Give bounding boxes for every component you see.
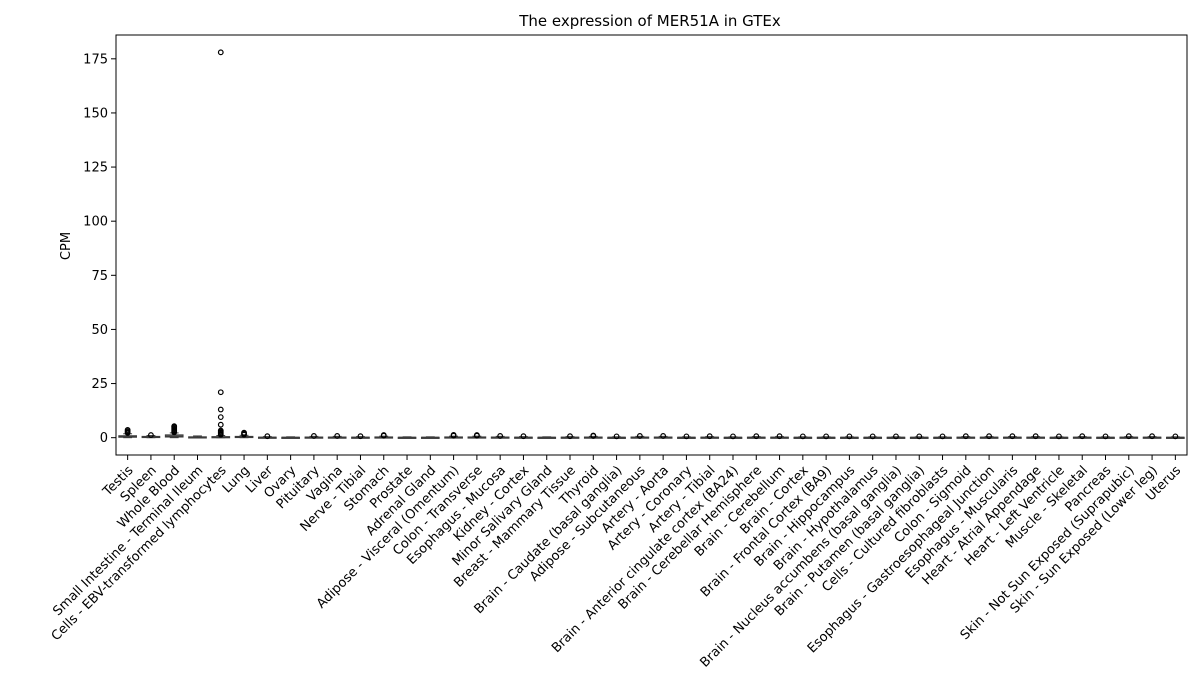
y-tick-label: 25 bbox=[91, 377, 108, 392]
outlier-point bbox=[124, 426, 131, 433]
outlier-point bbox=[567, 433, 573, 440]
outlier-point bbox=[636, 433, 643, 439]
outlier-point bbox=[473, 432, 480, 438]
outlier-point bbox=[264, 433, 271, 440]
outlier-point bbox=[1125, 433, 1132, 440]
outlier-point bbox=[986, 433, 992, 440]
outlier-point bbox=[1009, 433, 1016, 440]
outlier-point bbox=[753, 433, 760, 440]
outlier-point bbox=[380, 432, 387, 438]
outlier-point bbox=[357, 433, 364, 440]
y-tick-label: 150 bbox=[83, 106, 108, 121]
outlier-point bbox=[148, 432, 154, 438]
outlier-point bbox=[590, 432, 597, 439]
outlier-point bbox=[450, 431, 457, 438]
outlier-point bbox=[683, 433, 690, 440]
outlier-point bbox=[893, 433, 899, 440]
outlier-point bbox=[497, 433, 504, 439]
outlier-point bbox=[613, 433, 620, 440]
outlier-point bbox=[334, 433, 341, 439]
y-tick-label: 175 bbox=[83, 52, 108, 67]
outlier-point bbox=[706, 433, 713, 440]
outlier-point bbox=[939, 433, 946, 440]
outlier-point bbox=[520, 433, 527, 440]
outlier-point bbox=[846, 433, 853, 440]
outlier-point bbox=[217, 421, 224, 428]
outlier-point bbox=[799, 433, 806, 440]
outlier-point bbox=[1172, 433, 1179, 440]
y-tick-label: 125 bbox=[83, 161, 108, 176]
outlier-point bbox=[217, 427, 224, 434]
outlier-point bbox=[776, 433, 783, 440]
outlier-point bbox=[217, 49, 224, 56]
outlier-point bbox=[217, 414, 224, 421]
outlier-point bbox=[1102, 433, 1109, 440]
outlier-point bbox=[217, 406, 224, 413]
outlier-point bbox=[217, 389, 224, 396]
y-tick-label: 0 bbox=[100, 431, 108, 446]
outlier-point bbox=[171, 423, 178, 430]
outlier-point bbox=[1032, 433, 1039, 440]
y-axis-label: CPM bbox=[59, 232, 74, 260]
axes-frame bbox=[115, 34, 1188, 456]
outlier-point bbox=[1149, 433, 1155, 440]
chart-title: The expression of MER51A in GTEx bbox=[518, 12, 781, 30]
outlier-point bbox=[1056, 433, 1062, 440]
outlier-point bbox=[869, 433, 876, 440]
outlier-point bbox=[962, 433, 969, 440]
outlier-point bbox=[1079, 433, 1086, 440]
outlier-point bbox=[916, 433, 923, 440]
y-tick-label: 50 bbox=[91, 323, 108, 338]
outlier-point bbox=[823, 433, 830, 440]
outlier-point bbox=[241, 429, 247, 436]
y-tick-label: 75 bbox=[91, 269, 108, 284]
outlier-point bbox=[311, 433, 317, 439]
outlier-point bbox=[660, 433, 667, 439]
y-tick-label: 100 bbox=[83, 215, 108, 230]
outlier-point bbox=[730, 433, 736, 440]
